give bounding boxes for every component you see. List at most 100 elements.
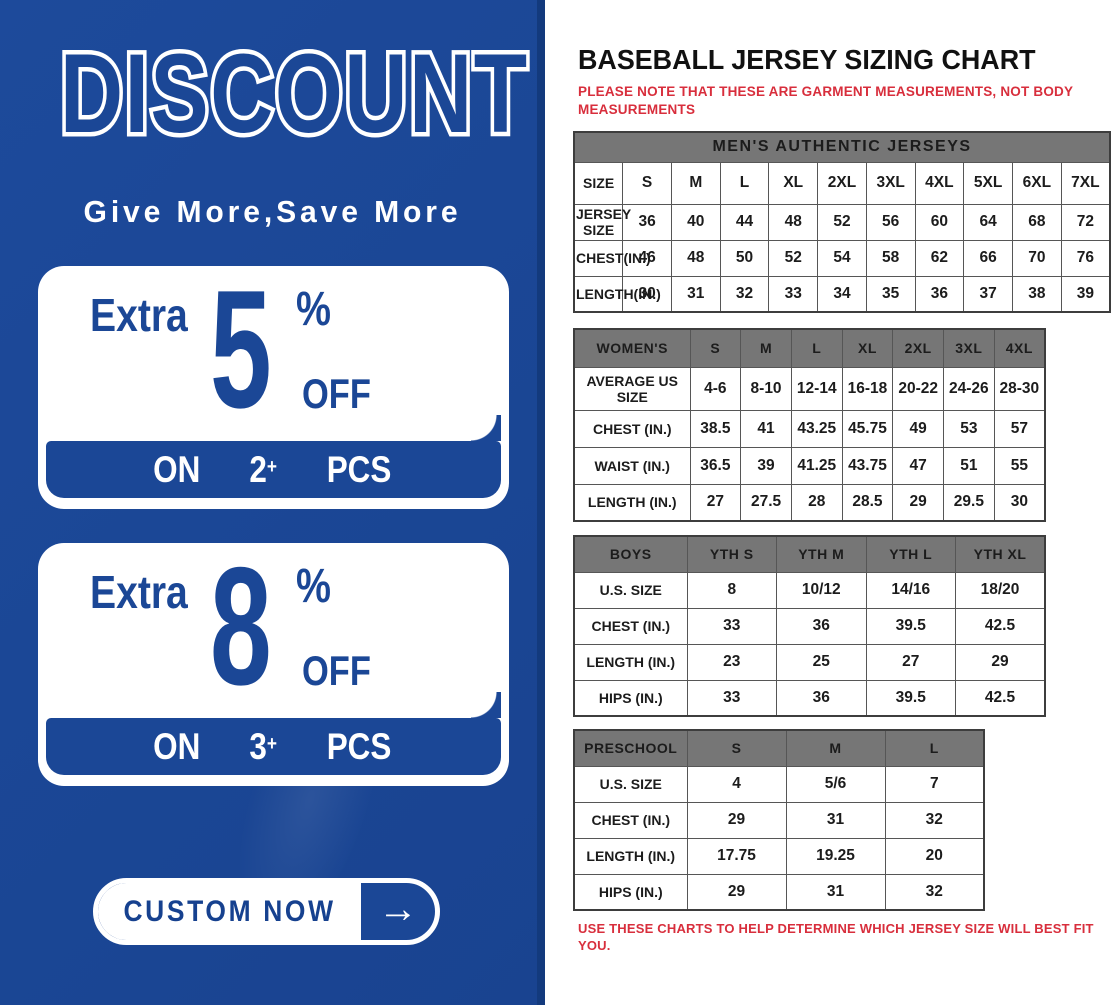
table-row: HIPS (IN.) 33 36 39.5 42.5 <box>573 679 1046 717</box>
value-cell: 45.75 <box>841 409 894 448</box>
row-label-cell: LENGTH(IN.) <box>573 275 661 313</box>
custom-now-button[interactable]: CUSTOM NOW → <box>93 878 440 945</box>
table-header-cell: 2XL <box>892 328 945 368</box>
offer-off-label: OFF <box>302 647 371 694</box>
percent-sign: % <box>296 283 332 336</box>
table-banner: MEN'S AUTHENTIC JERSEYS <box>573 131 1111 163</box>
table-header-cell: M <box>740 328 792 368</box>
table-row: CHEST (IN.) 29 31 32 <box>573 801 985 839</box>
row-label-cell: SIZE <box>573 161 624 205</box>
table-row: U.S. SIZE 4 5/6 7 <box>573 765 985 803</box>
table-row: HIPS (IN.) 29 31 32 <box>573 873 985 911</box>
promo-banner-panel: DISCOUNT Give More,Save More Extra 5 % O… <box>0 0 545 1005</box>
value-cell: 32 <box>884 873 985 911</box>
table-row: U.S. SIZE 8 10/12 14/16 18/20 <box>573 571 1046 609</box>
row-label-cell: CHEST(IN.) <box>573 239 651 277</box>
value-cell: 39 <box>740 446 792 485</box>
row-label-cell: CHEST (IN.) <box>573 409 691 448</box>
value-cell: 55 <box>993 446 1046 485</box>
value-cell: XL <box>768 161 819 205</box>
value-cell: 39 <box>1060 275 1111 313</box>
value-cell: 66 <box>963 239 1013 277</box>
table-row: LENGTH(IN.) 30 31 32 33 34 35 36 37 38 39 <box>573 275 1111 313</box>
value-cell: 43.25 <box>790 409 843 448</box>
value-cell: 20-22 <box>892 366 945 411</box>
table-header-cell: YTH S <box>686 535 777 573</box>
row-label-cell: HIPS (IN.) <box>573 679 688 717</box>
value-cell: 37 <box>963 275 1013 313</box>
value-cell: 53 <box>943 409 995 448</box>
value-cell: S <box>622 161 672 205</box>
row-label-cell: LENGTH (IN.) <box>573 837 688 875</box>
value-cell: 50 <box>719 239 770 277</box>
table-row: WAIST (IN.) 36.5 39 41.25 43.75 47 51 55 <box>573 446 1046 485</box>
offer-condition-strip: ON 2+ PCS <box>46 415 501 498</box>
row-label-cell: U.S. SIZE <box>573 765 688 803</box>
value-cell: 12-14 <box>790 366 843 411</box>
value-cell: 28.5 <box>841 483 894 522</box>
value-cell: 47 <box>892 446 945 485</box>
value-cell: 41.25 <box>790 446 843 485</box>
offer-prefix: Extra <box>90 289 188 341</box>
value-cell: 34 <box>817 275 867 313</box>
table-header-cell: XL <box>841 328 894 368</box>
promo-tagline: Give More,Save More <box>83 194 462 229</box>
value-cell: 68 <box>1011 203 1062 241</box>
value-cell: 36 <box>914 275 965 313</box>
garment-measurement-note: PLEASE NOTE THAT THESE ARE GARMENT MEASU… <box>578 84 1073 117</box>
table-row: LENGTH (IN.) 27 27.5 28 28.5 29 29.5 30 <box>573 483 1046 522</box>
plus-sign: + <box>266 732 278 755</box>
value-cell: 27 <box>689 483 742 522</box>
value-cell: 5XL <box>963 161 1013 205</box>
row-label-cell: WAIST (IN.) <box>573 446 691 485</box>
value-cell: M <box>670 161 721 205</box>
value-cell: L <box>719 161 770 205</box>
offer-condition-strip: ON 3+ PCS <box>46 692 501 775</box>
value-cell: 38 <box>1011 275 1062 313</box>
value-cell: 64 <box>963 203 1013 241</box>
discount-title: DISCOUNT <box>56 31 530 156</box>
preschool-sizing-table: PRESCHOOL S M L U.S. SIZE 4 5/6 7 CHEST (IN.) 29 3… <box>573 729 1116 912</box>
value-cell: 36.5 <box>689 446 742 485</box>
value-cell: 4XL <box>914 161 965 205</box>
value-cell: 5/6 <box>785 765 886 803</box>
value-cell: 33 <box>686 607 777 645</box>
value-cell: 10/12 <box>776 571 867 609</box>
table-header-cell: L <box>790 328 843 368</box>
value-cell: 3XL <box>865 161 916 205</box>
value-cell: 49 <box>892 409 945 448</box>
row-label-cell: CHEST (IN.) <box>573 801 688 839</box>
table-row: CHEST (IN.) 33 36 39.5 42.5 <box>573 607 1046 645</box>
table-row: CHEST(IN.) 46 48 50 52 54 58 62 66 70 76 <box>573 239 1111 277</box>
value-cell: 18/20 <box>955 571 1046 609</box>
percent-sign: % <box>296 560 332 613</box>
value-cell: 62 <box>914 239 965 277</box>
value-cell: 27.5 <box>740 483 792 522</box>
value-cell: 54 <box>817 239 867 277</box>
value-cell: 2XL <box>817 161 867 205</box>
table-header-cell: S <box>689 328 742 368</box>
value-cell: 31 <box>670 275 721 313</box>
table-row: AVERAGE US SIZE 4-6 8-10 12-14 16-18 20-22 24-… <box>573 366 1046 411</box>
value-cell: 56 <box>865 203 916 241</box>
table-header-cell: S <box>686 729 787 767</box>
value-cell: 41 <box>740 409 792 448</box>
value-cell: 17.75 <box>686 837 787 875</box>
value-cell: 46 <box>622 239 672 277</box>
value-cell: 43.75 <box>841 446 894 485</box>
value-cell: 58 <box>865 239 916 277</box>
value-cell: 4 <box>686 765 787 803</box>
value-cell: 8 <box>686 571 777 609</box>
value-cell: 52 <box>768 239 819 277</box>
value-cell: 42.5 <box>955 607 1046 645</box>
table-header-cell: YTH XL <box>955 535 1046 573</box>
table-header-cell: 3XL <box>943 328 995 368</box>
quantity-label: 2+ <box>249 448 278 490</box>
value-cell: 39.5 <box>865 679 956 717</box>
table-row: CHEST (IN.) 38.5 41 43.25 45.75 49 53 57 <box>573 409 1046 448</box>
value-cell: 36 <box>776 679 867 717</box>
value-cell: 60 <box>914 203 965 241</box>
value-cell: 48 <box>768 203 819 241</box>
value-cell: 31 <box>785 801 886 839</box>
value-cell: 38.5 <box>689 409 742 448</box>
